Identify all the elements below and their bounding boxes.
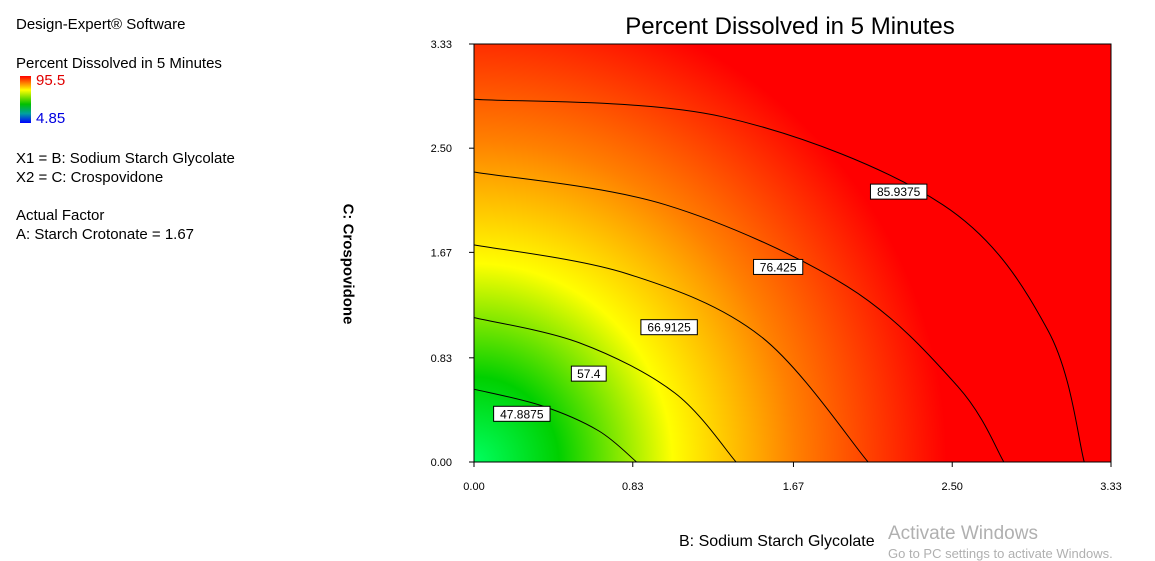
watermark-subtitle: Go to PC settings to activate Windows. — [888, 546, 1113, 561]
software-label: Design-Expert® Software — [16, 16, 186, 33]
x-tick-label: 0.83 — [622, 481, 643, 493]
contour-label-box — [570, 365, 607, 382]
response-label: Percent Dissolved in 5 Minutes — [16, 55, 222, 72]
y-tick-label: 0.00 — [431, 457, 452, 469]
actual-factor-value: A: Starch Crotonate = 1.67 — [16, 226, 195, 243]
factor-x1-label: X1 = B: Sodium Starch Glycolate — [16, 150, 235, 167]
contour-label: 85.9375 — [877, 185, 921, 199]
contour-label-box — [640, 319, 698, 336]
x-tick-label: 1.67 — [783, 481, 804, 493]
chart-title: Percent Dissolved in 5 Minutes — [625, 13, 955, 40]
contour-label-box — [493, 405, 551, 422]
heatmap-area — [474, 44, 1111, 462]
contour-label: 57.4 — [577, 367, 601, 381]
watermark-title: Activate Windows — [888, 523, 1038, 544]
contour-label: 66.9125 — [647, 321, 691, 335]
x-tick-label: 3.33 — [1100, 481, 1121, 493]
legend-min-value: 4.85 — [36, 110, 66, 127]
contour-line-57.4 — [473, 317, 737, 463]
contour-label-box — [869, 183, 928, 200]
contour-label: 47.8875 — [500, 407, 544, 421]
color-scale-legend — [20, 76, 31, 123]
y-tick-label: 2.50 — [431, 143, 452, 155]
plot-frame — [473, 43, 1112, 463]
contour-label: 76.425 — [760, 260, 797, 274]
contour-line-47.8875 — [473, 388, 637, 463]
x-axis-label: B: Sodium Starch Glycolate — [679, 533, 875, 550]
y-tick-label: 0.83 — [431, 353, 452, 365]
factor-x2-label: X2 = C: Crospovidone — [16, 169, 164, 186]
x-tick-label: 0.00 — [463, 481, 484, 493]
contour-line-76.425 — [473, 171, 1005, 463]
actual-factor-heading: Actual Factor — [16, 207, 105, 224]
y-tick-label: 3.33 — [431, 39, 452, 51]
contour-line-66.9125 — [473, 244, 869, 463]
y-tick-label: 1.67 — [431, 247, 452, 259]
x-tick-label: 2.50 — [942, 481, 963, 493]
contour-label-box — [753, 258, 804, 275]
legend-max-value: 95.5 — [36, 72, 66, 89]
